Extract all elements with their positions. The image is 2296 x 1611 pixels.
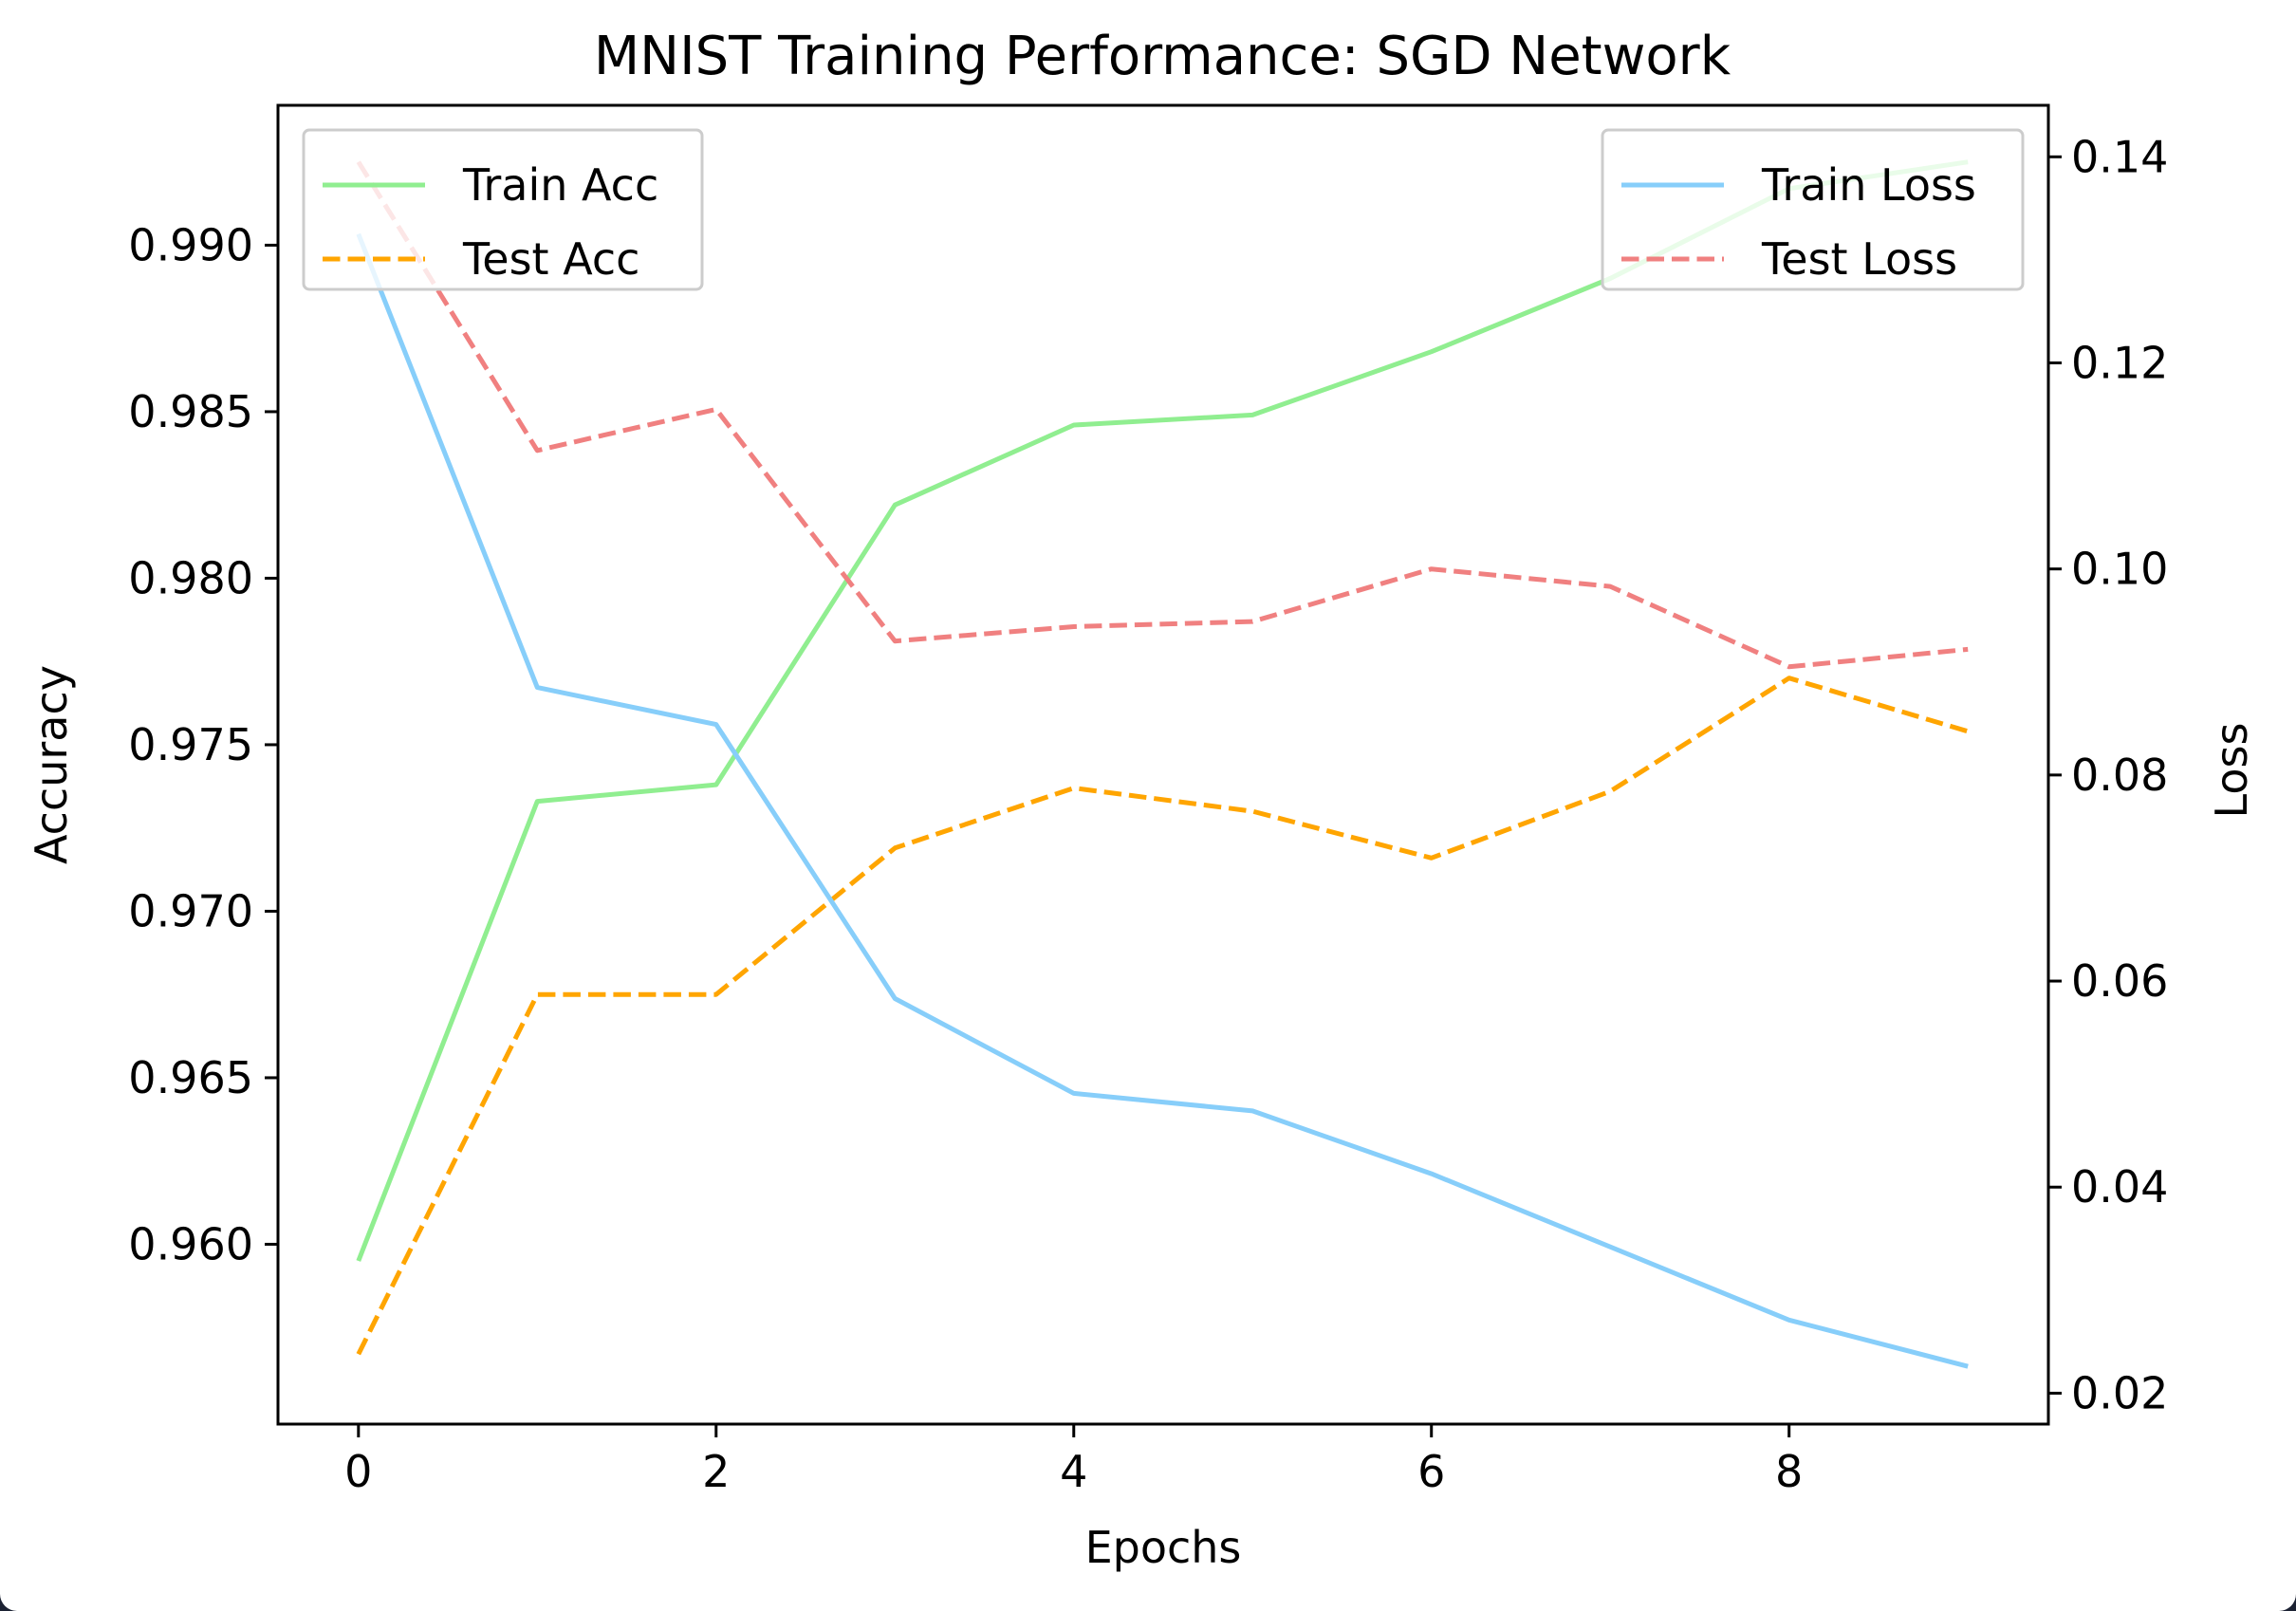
legend-loss: Train Loss Test Loss [1601, 128, 2025, 291]
y-axis-left-title: Accuracy [26, 665, 77, 864]
series-layer [356, 159, 1969, 1369]
x-tick-label: 8 [1775, 1446, 1803, 1497]
y-left-tick-label: 0.960 [128, 1218, 253, 1269]
y-left-tick-label: 0.970 [128, 885, 253, 936]
y-axis-right: 0.02 0.04 0.06 0.08 0.10 0.12 0.14 [2048, 131, 2168, 1418]
y-right-tick-label: 0.14 [2071, 131, 2168, 182]
y-left-tick-label: 0.990 [128, 219, 253, 270]
legend-label: Train Acc [462, 159, 658, 211]
y-axis-right-title: Loss [2206, 723, 2257, 819]
y-right-tick-label: 0.08 [2071, 750, 2168, 801]
legend-frame [1601, 128, 2025, 291]
x-axis: 0 2 4 6 8 [344, 1424, 1803, 1497]
x-tick-label: 2 [702, 1446, 730, 1497]
series-line-test-loss [356, 160, 1969, 670]
legend-accuracy: Train Acc Test Acc [302, 128, 704, 291]
x-tick-label: 4 [1060, 1446, 1087, 1497]
series-line-train-loss [356, 232, 1969, 1369]
y-left-tick-label: 0.965 [128, 1052, 253, 1103]
x-tick-label: 0 [344, 1446, 372, 1497]
y-right-tick-label: 0.12 [2071, 337, 2168, 388]
legend-label: Test Acc [462, 233, 639, 285]
series-line-train-acc [356, 159, 1969, 1262]
y-right-tick-label: 0.02 [2071, 1367, 2168, 1418]
y-left-tick-label: 0.975 [128, 719, 253, 770]
x-tick-label: 6 [1417, 1446, 1445, 1497]
y-left-tick-label: 0.980 [128, 552, 253, 603]
chart-title: MNIST Training Performance: SGD Network [594, 26, 1731, 87]
legend-label: Train Loss [1761, 159, 1976, 211]
plot-frame [276, 103, 2050, 1426]
y-left-tick-label: 0.985 [128, 386, 253, 437]
y-right-tick-label: 0.10 [2071, 544, 2168, 595]
y-axis-left: 0.960 0.965 0.970 0.975 0.980 0.985 0.990 [128, 219, 278, 1269]
series-line-test-acc [356, 676, 1969, 1356]
y-right-tick-label: 0.06 [2071, 955, 2168, 1007]
legend-label: Test Loss [1761, 233, 1957, 285]
x-axis-title: Epochs [1085, 1522, 1242, 1573]
y-right-tick-label: 0.04 [2071, 1161, 2168, 1213]
legend-frame [302, 128, 704, 291]
